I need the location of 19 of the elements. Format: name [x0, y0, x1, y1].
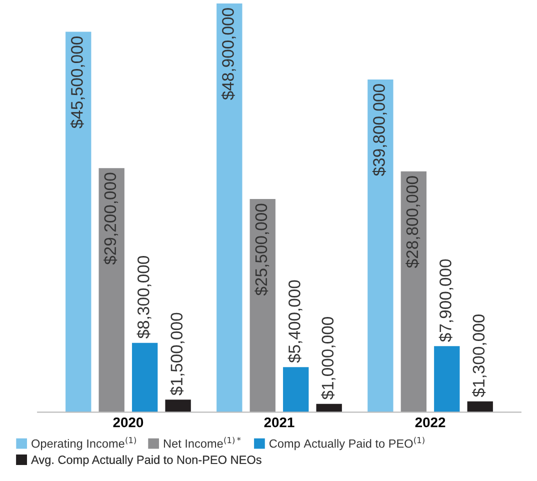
data-label: $7,900,000: [438, 259, 454, 342]
data-label: $5,400,000: [288, 280, 302, 363]
data-label: $25,500,000: [254, 204, 270, 296]
data-label: $28,800,000: [406, 176, 420, 268]
legend-label: Avg. Comp Actually Paid to Non-PEO NEOs: [31, 455, 262, 466]
data-label: $48,900,000: [221, 8, 236, 100]
data-label: $29,200,000: [104, 172, 118, 265]
x-tick-label: 2020: [113, 417, 144, 428]
legend-label: Operating Income$^{(1)}$: [32, 436, 136, 450]
x-tick-label: 2021: [264, 417, 294, 428]
data-label: $1,300,000: [472, 314, 487, 398]
data-label: $1,000,000: [321, 317, 336, 400]
data-label: $8,300,000: [136, 256, 152, 339]
x-tick-label: 2022: [415, 417, 446, 428]
data-label: $39,800,000: [372, 84, 387, 176]
legend-label: Comp Actually Paid to PEO$^{(1)}$: [270, 436, 424, 450]
data-label: $1,500,000: [170, 312, 184, 396]
legend-label: Net Income$^{(1)*}$: [164, 436, 241, 448]
data-label: $45,500,000: [70, 36, 85, 128]
